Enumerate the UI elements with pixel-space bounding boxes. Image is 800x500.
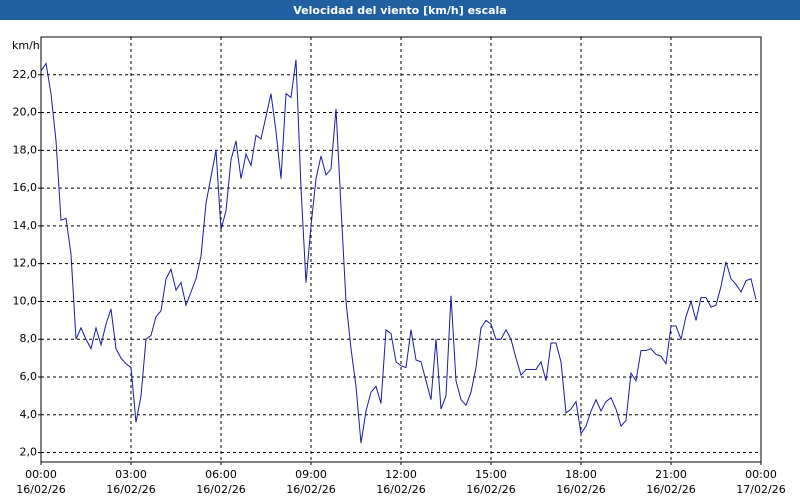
x-tick-label: 12:00 bbox=[385, 468, 417, 481]
y-tick-label: 2,0 bbox=[20, 446, 38, 459]
x-tick-label: 09:00 bbox=[295, 468, 327, 481]
x-tick-label: 15:00 bbox=[475, 468, 507, 481]
y-tick-label: 4,0 bbox=[20, 408, 38, 421]
y-tick-label: 8,0 bbox=[20, 332, 38, 345]
y-tick-label: 6,0 bbox=[20, 370, 38, 383]
y-unit-label: km/h bbox=[12, 39, 40, 52]
x-tick-date: 16/02/26 bbox=[466, 483, 515, 496]
x-tick-date: 16/02/26 bbox=[376, 483, 425, 496]
y-tick-label: 22,0 bbox=[13, 68, 38, 81]
x-tick-date: 16/02/26 bbox=[16, 483, 65, 496]
x-tick-label: 00:00 bbox=[25, 468, 57, 481]
x-tick-label: 00:00 bbox=[745, 468, 777, 481]
x-tick-date: 16/02/26 bbox=[646, 483, 695, 496]
x-tick-date: 16/02/26 bbox=[286, 483, 335, 496]
chart-title: Velocidad del viento [km/h] escala bbox=[293, 4, 506, 17]
y-tick-label: 16,0 bbox=[13, 181, 38, 194]
x-tick-date: 16/02/26 bbox=[196, 483, 245, 496]
y-tick-label: 18,0 bbox=[13, 143, 38, 156]
title-bar bbox=[0, 0, 800, 20]
y-tick-label: 14,0 bbox=[13, 219, 38, 232]
data-line bbox=[40, 59, 757, 444]
y-tick-label: 20,0 bbox=[13, 106, 38, 119]
x-tick-label: 03:00 bbox=[115, 468, 147, 481]
y-tick-label: 12,0 bbox=[13, 257, 38, 270]
y-tick-label: 10,0 bbox=[13, 294, 38, 307]
x-tick-date: 17/02/26 bbox=[736, 483, 785, 496]
x-tick-label: 21:00 bbox=[655, 468, 687, 481]
x-tick-date: 16/02/26 bbox=[556, 483, 605, 496]
x-tick-date: 16/02/26 bbox=[106, 483, 155, 496]
x-tick-label: 18:00 bbox=[565, 468, 597, 481]
x-tick-label: 06:00 bbox=[205, 468, 237, 481]
